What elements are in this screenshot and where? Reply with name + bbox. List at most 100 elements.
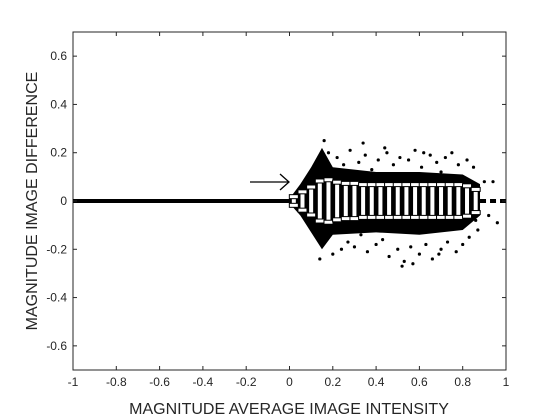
point [380, 238, 385, 242]
point [482, 180, 486, 184]
error-cap [462, 213, 473, 219]
y-tick-label: -0.4 [46, 291, 67, 305]
error-cap [436, 214, 447, 220]
x-tick-label: 1 [503, 375, 510, 389]
error-bar [351, 182, 358, 220]
point [342, 163, 346, 167]
point [456, 163, 460, 167]
error-cap [418, 214, 429, 220]
error-cap [358, 214, 369, 220]
error-cap [401, 182, 412, 188]
y-tick-label: 0.2 [50, 146, 67, 160]
point [450, 151, 454, 155]
point [467, 235, 471, 239]
point [352, 245, 357, 249]
point [352, 175, 357, 179]
point [487, 213, 491, 218]
point [424, 242, 428, 247]
point [491, 180, 495, 184]
error-cap [462, 183, 473, 189]
error-bar [412, 183, 419, 219]
error-cap [401, 214, 412, 220]
point [368, 177, 372, 181]
error-cap [444, 214, 455, 220]
error-cap [392, 214, 403, 220]
point [389, 221, 393, 225]
point [396, 247, 400, 251]
point [374, 242, 378, 247]
error-bar [342, 182, 349, 220]
x-tick-label: -1 [68, 375, 79, 389]
error-cap [410, 182, 421, 188]
error-cap [288, 202, 299, 208]
error-cap [340, 216, 351, 222]
error-cap [340, 180, 351, 186]
error-cap [366, 214, 377, 220]
point [439, 247, 443, 251]
point [402, 259, 406, 263]
error-bar [308, 186, 315, 216]
point [458, 175, 463, 179]
point [331, 252, 335, 256]
point [411, 262, 415, 266]
point [445, 240, 450, 244]
point [428, 153, 432, 157]
point [370, 168, 374, 172]
point [471, 165, 476, 169]
error-bar [446, 183, 453, 219]
point [409, 245, 413, 249]
point [374, 228, 378, 232]
point [326, 151, 331, 155]
x-tick-label: -0.4 [193, 375, 214, 389]
x-tick-label: -0.2 [236, 375, 257, 389]
error-bar [360, 183, 367, 219]
y-tick-label: 0.4 [50, 97, 67, 111]
x-axis-label: MAGNITUDE AVERAGE IMAGE INTENSITY [129, 401, 449, 418]
point [396, 172, 400, 177]
point [339, 247, 344, 251]
y-tick-label: -0.2 [46, 242, 67, 256]
error-cap [332, 217, 343, 223]
point [413, 148, 417, 152]
error-cap [349, 180, 360, 186]
error-cap [288, 194, 299, 200]
error-bar [472, 188, 479, 214]
error-cap [366, 182, 377, 188]
point [495, 221, 499, 225]
error-bar [368, 183, 375, 219]
error-bar [316, 179, 323, 223]
x-tick-label: 0.2 [324, 375, 341, 389]
error-cap [314, 178, 325, 184]
error-cap [297, 207, 308, 213]
x-tick-label: -0.6 [149, 375, 170, 389]
point [422, 151, 426, 155]
error-cap [332, 179, 343, 185]
error-cap [453, 214, 464, 220]
error-bar [438, 183, 445, 219]
error-cap [384, 182, 395, 188]
point [337, 225, 341, 230]
error-cap [436, 182, 447, 188]
error-cap [323, 219, 334, 225]
error-cap [375, 182, 386, 188]
y-tick-label: 0 [60, 194, 67, 208]
error-bar [403, 183, 410, 219]
point [435, 160, 439, 164]
point [415, 175, 419, 179]
error-cap [410, 214, 421, 220]
error-cap [427, 214, 438, 220]
error-cap [323, 177, 334, 183]
error-cap [384, 214, 395, 220]
error-cap [392, 182, 403, 188]
point [430, 257, 434, 261]
error-bar [386, 183, 393, 219]
error-cap [427, 182, 438, 188]
point [419, 165, 424, 169]
error-bar [420, 183, 427, 219]
point [385, 151, 389, 155]
point [361, 141, 365, 145]
point [443, 155, 447, 160]
error-cap [470, 186, 481, 192]
point [439, 170, 443, 174]
error-bar [464, 184, 471, 218]
